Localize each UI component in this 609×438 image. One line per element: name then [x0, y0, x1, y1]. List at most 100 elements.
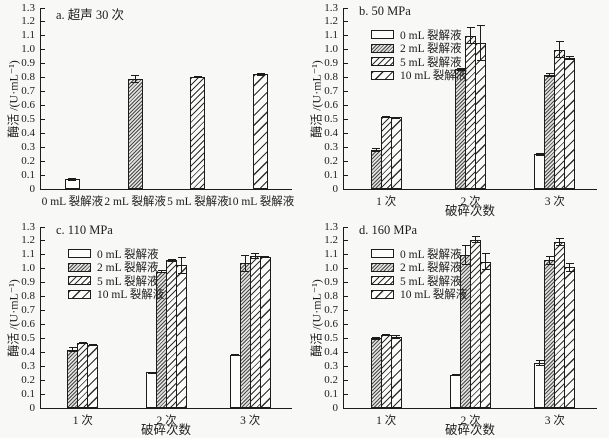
y-tick-label: 0.7 — [324, 304, 338, 317]
y-tick-label: 0.6 — [324, 98, 338, 111]
y-tick-label: 1.2 — [21, 234, 35, 247]
y-tick — [344, 104, 348, 106]
legend: 0 mL 裂解液 2 mL 裂解液 5 mL 裂解液 10 mL 裂解液 — [371, 247, 467, 301]
y-tick — [344, 7, 348, 9]
error-bar — [565, 263, 574, 272]
y-tick-label: 1.2 — [324, 15, 338, 28]
y-tick-label: 0.1 — [324, 168, 338, 181]
y-tick — [41, 49, 45, 51]
error-bar — [451, 373, 460, 376]
error-bar — [535, 359, 544, 366]
error-bar-cap-bottom — [256, 74, 265, 76]
bar — [390, 117, 402, 189]
y-tick-label: 0.5 — [21, 112, 35, 125]
y-tick-label: 0.5 — [21, 331, 35, 344]
legend-label: 10 mL 裂解液 — [97, 289, 165, 302]
error-bar-cap-top — [555, 238, 564, 240]
x-tick-label: 2 次 — [156, 415, 177, 427]
y-tick — [41, 282, 45, 284]
x-axis-label: 破碎次数 — [444, 204, 495, 218]
error-bar-cap-bottom — [555, 245, 564, 247]
y-tick — [41, 337, 45, 339]
error-bar-cap-top — [545, 256, 554, 258]
legend-label: 5 mL 裂解液 — [97, 275, 159, 288]
error-bar-cap-bottom — [372, 151, 381, 153]
error-bar-cap-top — [451, 373, 460, 375]
error-bar-cap-top — [177, 256, 186, 258]
y-tick-label: 0.1 — [21, 168, 35, 181]
error-bar — [476, 24, 485, 61]
y-tick — [344, 91, 348, 93]
legend-label: 0 mL 裂解液 — [400, 248, 462, 261]
y-tick — [41, 226, 45, 228]
y-tick — [41, 351, 45, 353]
x-tick-label: 5 mL 裂解液 — [167, 196, 229, 208]
legend-item: 10 mL 裂解液 — [68, 288, 165, 302]
x-tick-label: 2 mL 裂解液 — [104, 196, 166, 208]
error-bar — [147, 371, 156, 374]
error-bar-line — [569, 263, 571, 272]
error-bar-line — [480, 24, 481, 61]
legend-item: 0 mL 裂解液 — [68, 247, 164, 261]
y-tick — [41, 77, 45, 79]
error-bar — [251, 253, 260, 260]
x-tick-label: 2 次 — [460, 196, 481, 208]
error-bar — [382, 115, 391, 118]
error-bar-cap-top — [131, 74, 140, 76]
y-tick-label: 0.8 — [21, 290, 35, 303]
bar — [390, 336, 402, 408]
subplot-title: a. 超声 30 次 — [56, 8, 125, 22]
y-tick — [41, 240, 45, 242]
error-bar — [466, 27, 475, 45]
error-bar-cap-top — [545, 72, 554, 74]
error-bar-cap-bottom — [392, 337, 401, 339]
y-tick — [41, 7, 45, 9]
legend-item: 5 mL 裂解液 — [371, 55, 467, 69]
error-bar — [256, 72, 265, 76]
error-bar-line — [549, 72, 551, 77]
y-tick — [344, 118, 348, 120]
error-bar-cap-bottom — [261, 257, 270, 259]
bar — [253, 74, 269, 189]
error-bar-line — [395, 335, 397, 339]
legend-item: 0 mL 裂解液 — [371, 28, 467, 42]
error-bar — [68, 347, 77, 352]
legend-swatch — [371, 289, 394, 299]
error-bar-cap-top — [88, 343, 97, 345]
bar — [176, 265, 187, 408]
error-bar-cap-top — [471, 236, 480, 238]
error-bar-cap-top — [565, 263, 574, 265]
error-bar-cap-bottom — [167, 261, 176, 263]
y-tick-label: 0 — [332, 401, 339, 414]
error-bar-cap-bottom — [461, 263, 470, 265]
error-bar-cap-bottom — [241, 270, 250, 272]
y-tick — [41, 268, 45, 270]
y-tick — [344, 254, 348, 256]
x-tick-label: 3 次 — [544, 415, 565, 427]
error-bar-cap-top — [261, 255, 270, 257]
error-bar-line — [375, 336, 377, 341]
error-bar-line — [475, 236, 476, 243]
y-tick — [41, 379, 45, 381]
x-tick-label: 3 次 — [240, 415, 261, 427]
y-tick-label: 0.1 — [324, 387, 338, 400]
error-bar-line — [244, 254, 246, 272]
error-bar-line — [470, 27, 471, 45]
y-tick-label: 0.2 — [324, 373, 338, 386]
legend-item: 10 mL 裂解液 — [371, 69, 467, 82]
x-axis-label: 破碎次数 — [140, 423, 191, 437]
plot-area-d: d. 160 MPa 0 0.1 0.2 0.3 0.4 0.5 0.6 0.7 0.8 0.9 1… — [324, 221, 597, 427]
error-bar-cap-bottom — [535, 154, 544, 156]
error-bar-cap-top — [372, 147, 381, 149]
error-bar-cap-top — [565, 56, 574, 58]
y-tick-label: 0 — [332, 182, 339, 195]
y-tick-label: 0.5 — [324, 112, 338, 125]
x-tick-label: 1 次 — [376, 196, 397, 208]
error-bar-line — [549, 256, 551, 265]
y-tick-label: 0 — [29, 401, 36, 414]
y-tick-label: 0.8 — [324, 290, 338, 303]
y-tick-label: 0.6 — [21, 98, 35, 111]
error-bar-cap-top — [555, 41, 564, 43]
subplot-title: b. 50 MPa — [359, 4, 411, 18]
